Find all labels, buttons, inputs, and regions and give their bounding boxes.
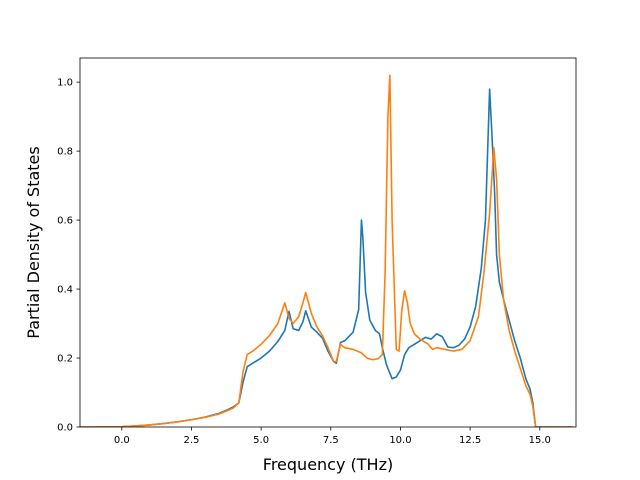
- x-tick-label: 7.5: [323, 435, 339, 446]
- x-tick-label: 15.0: [529, 435, 551, 446]
- y-tick-label: 0.8: [57, 147, 73, 158]
- x-axis-ticks: 0.0 2.5 5.0 7.5 10.0 12.5 15.0: [114, 427, 551, 446]
- x-tick-label: 5.0: [253, 435, 269, 446]
- x-tick-label: 10.0: [389, 435, 411, 446]
- y-tick-label: 0.0: [57, 423, 73, 434]
- y-tick-label: 0.4: [57, 285, 73, 296]
- x-tick-label: 12.5: [459, 435, 481, 446]
- y-axis-label: Partial Density of States: [24, 146, 43, 338]
- x-tick-label: 0.0: [114, 435, 130, 446]
- plot-frame: [79, 57, 577, 428]
- x-axis-label: Frequency (THz): [263, 455, 393, 474]
- y-tick-label: 1.0: [57, 78, 73, 89]
- y-axis-ticks: 0.0 0.2 0.4 0.6 0.8 1.0: [57, 78, 80, 434]
- series-line-2: [80, 74, 574, 427]
- y-tick-label: 0.2: [57, 354, 73, 365]
- series-layer: [80, 74, 574, 427]
- x-tick-label: 2.5: [184, 435, 200, 446]
- y-tick-label: 0.6: [57, 216, 73, 227]
